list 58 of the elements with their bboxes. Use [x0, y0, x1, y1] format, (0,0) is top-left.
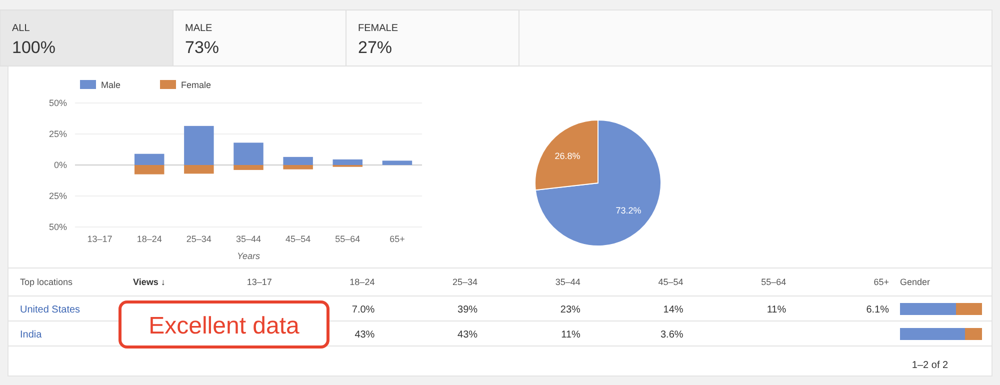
text: 11% — [766, 304, 786, 316]
bar — [283, 156, 313, 165]
text: FEMALE — [358, 23, 398, 34]
text: ALL — [12, 23, 30, 34]
bar — [134, 165, 164, 174]
x-tick-label: 13–17 — [87, 234, 112, 244]
text: 100% — [12, 38, 56, 57]
bar — [382, 160, 412, 165]
text: 43% — [458, 330, 478, 340]
category-label: 25–34 — [452, 277, 478, 287]
category-label: 13–17 — [246, 277, 272, 287]
bar — [184, 165, 214, 174]
legend-label: Male — [101, 80, 121, 90]
y-tick-label: 50% — [48, 222, 67, 232]
data-label: 26.8% — [554, 150, 580, 161]
x-tick-label: 18–24 — [136, 234, 162, 244]
text: Views ↓ — [133, 277, 166, 287]
text: 3.6% — [660, 330, 684, 340]
text: 27% — [358, 38, 392, 57]
data-label: 73.2% — [616, 205, 642, 216]
category-label: 45–54 — [658, 277, 684, 287]
category-label: India — [20, 330, 42, 340]
y-tick-label: 0% — [54, 160, 67, 170]
text: 14% — [663, 304, 684, 316]
category-label: 65+ — [874, 277, 889, 287]
text: 43% — [354, 330, 375, 340]
category-label: 55–64 — [761, 277, 786, 287]
x-tick-label: 65+ — [390, 234, 405, 244]
bar — [332, 159, 363, 165]
bar — [234, 165, 264, 170]
text: Top locations — [20, 277, 74, 287]
text: 6.1% — [866, 304, 889, 316]
x-tick-label: 55–64 — [335, 234, 360, 244]
x-tick-label: 25–34 — [186, 234, 212, 244]
x-axis-title: Years — [236, 251, 261, 261]
text: Gender — [900, 277, 930, 287]
category-label: 35–44 — [555, 277, 580, 287]
bar — [184, 126, 214, 165]
legend-label: Female — [181, 80, 212, 90]
text: MALE — [185, 23, 213, 34]
bar — [283, 165, 313, 170]
x-tick-label: 35–44 — [236, 234, 262, 244]
x-tick-label: 45–54 — [286, 234, 311, 244]
text: Excellent data — [148, 312, 300, 340]
text: 11% — [561, 330, 580, 340]
bar — [234, 142, 264, 165]
category-label: United States — [20, 304, 80, 316]
text: 23% — [560, 304, 580, 316]
text: 7.0% — [352, 304, 375, 316]
pie-slice — [534, 120, 662, 246]
text: 39% — [458, 304, 478, 316]
y-tick-label: 25% — [48, 191, 67, 202]
category-label: 18–24 — [350, 277, 375, 287]
y-tick-label: 25% — [48, 129, 67, 140]
text: 1–2 of 2 — [912, 360, 949, 371]
y-tick-label: 50% — [48, 98, 67, 108]
bar — [134, 154, 164, 165]
text: 73% — [185, 38, 220, 57]
